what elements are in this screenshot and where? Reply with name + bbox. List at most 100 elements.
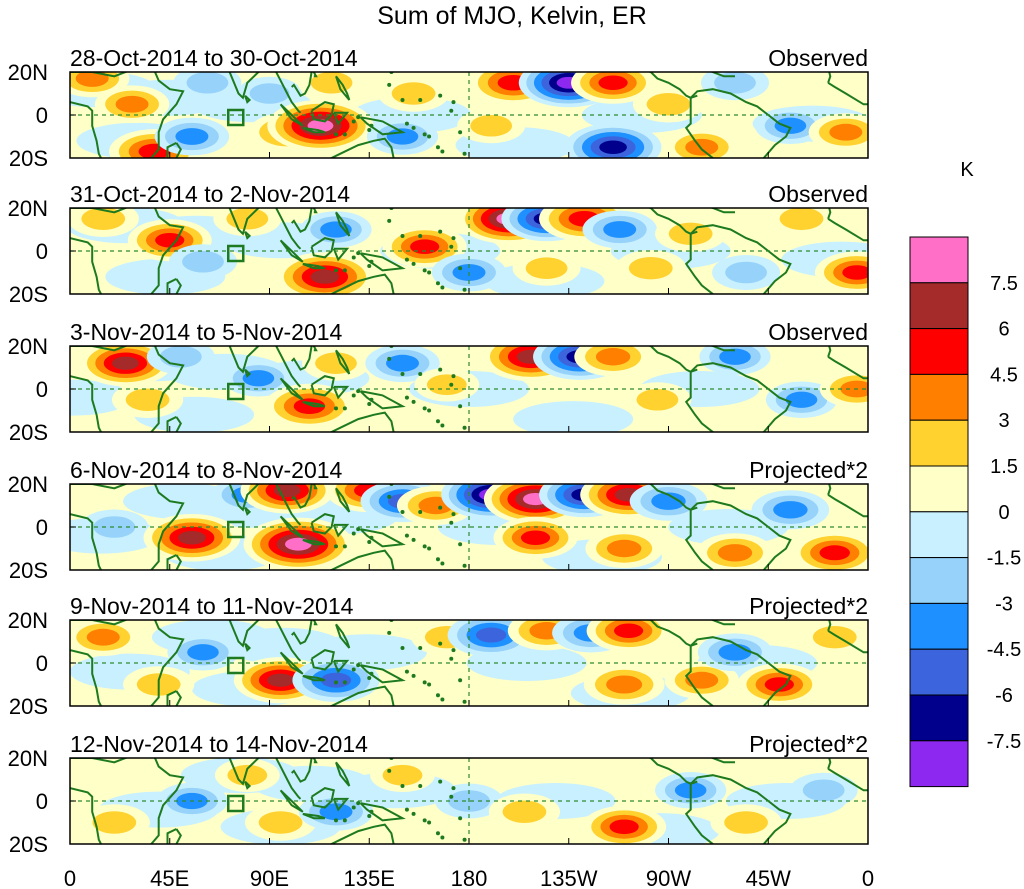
- contour-level: [829, 123, 863, 141]
- contour-level: [310, 72, 353, 94]
- colorbar-swatch: [909, 373, 969, 421]
- panel: 12-Nov-2014 to 14-Nov-2014 Projected*2 20N…: [8, 731, 869, 857]
- contour-level: [75, 72, 109, 87]
- coastline: [312, 620, 318, 626]
- coastline: [227, 208, 302, 250]
- island-dot: [404, 807, 409, 812]
- coastline: [827, 217, 868, 242]
- island-dot: [451, 236, 456, 241]
- y-tick-label: 0: [36, 239, 48, 264]
- island-dot: [356, 251, 361, 256]
- island-dot: [411, 537, 416, 542]
- island-dot: [400, 97, 405, 102]
- contour-level: [646, 93, 691, 116]
- coastline: [291, 72, 313, 97]
- colorbar-level-label: 1.5: [990, 456, 1018, 478]
- positive-anomaly: [264, 383, 355, 429]
- negative-anomaly: [173, 72, 242, 101]
- island-dot: [404, 121, 409, 126]
- positive-anomaly: [582, 805, 667, 844]
- panel-plot: [70, 72, 868, 158]
- contour-level: [598, 75, 628, 91]
- y-tick-label: 20N: [8, 608, 48, 633]
- negative-anomaly: [365, 346, 440, 383]
- contour-level: [249, 83, 290, 104]
- coastline: [709, 208, 735, 214]
- coastline: [310, 513, 335, 535]
- positive-anomaly: [488, 793, 561, 830]
- island-dot: [449, 108, 454, 113]
- negative-anomaly: [699, 346, 771, 375]
- y-tick-label: 0: [36, 651, 48, 676]
- panel-kind-label: Projected*2: [749, 731, 868, 757]
- island-dot: [356, 527, 361, 532]
- coastline: [709, 72, 735, 78]
- coastline: [279, 377, 304, 401]
- island-dot: [449, 244, 454, 249]
- island-dot: [342, 132, 347, 137]
- coastline: [647, 346, 698, 373]
- coastline: [310, 101, 335, 123]
- island-dot: [411, 125, 416, 130]
- island-dot: [342, 818, 347, 823]
- negative-anomaly: [697, 633, 773, 672]
- island-dot: [451, 100, 456, 105]
- island-dot: [418, 509, 423, 514]
- anomaly-background-patch: [222, 627, 343, 664]
- island-dot: [411, 261, 416, 266]
- colorbar-level-label: 0: [998, 502, 1009, 524]
- positive-anomaly: [799, 620, 868, 656]
- contour-level: [774, 117, 807, 134]
- positive-anomaly: [710, 804, 782, 841]
- contour-level: [636, 388, 679, 411]
- contour-level: [609, 819, 639, 835]
- coastline: [684, 371, 714, 432]
- coastline: [709, 484, 735, 490]
- contour-level: [599, 140, 627, 155]
- coastline: [709, 758, 735, 764]
- coastline: [70, 620, 185, 706]
- coastline: [647, 72, 698, 99]
- island-dot: [356, 801, 361, 806]
- island-dot: [462, 287, 467, 292]
- contour-level: [386, 128, 419, 145]
- coastline: [332, 385, 350, 400]
- island-dot: [449, 382, 454, 387]
- y-tick-label: 20N: [8, 334, 48, 359]
- colorbar-swatch: [909, 419, 969, 467]
- island-dot: [411, 811, 416, 816]
- coastline: [827, 72, 832, 84]
- coastline: [290, 484, 313, 509]
- x-tick-label: 90W: [646, 866, 691, 889]
- colorbar: K 7.5 6 4.5 3 1.5 0 -1.5 -3 -4.5 -6 -7.5: [909, 159, 1021, 788]
- y-tick-label: 20S: [9, 694, 48, 719]
- island-dot: [334, 406, 338, 411]
- coastline: [329, 823, 396, 844]
- island-dot: [351, 531, 356, 536]
- contour-level: [386, 354, 419, 372]
- anomaly-background-patch: [513, 401, 634, 432]
- island-dot: [400, 371, 405, 376]
- y-tick-label: 0: [36, 789, 48, 814]
- contour-level: [470, 114, 513, 137]
- contour-level: [175, 128, 209, 145]
- panel-kind-label: Observed: [768, 45, 868, 71]
- positive-anomaly: [512, 250, 581, 286]
- positive-anomaly: [377, 75, 450, 112]
- coastline: [70, 513, 103, 570]
- island-dot: [440, 285, 445, 290]
- contour-level: [86, 628, 120, 646]
- colorbar-swatch: [909, 328, 969, 375]
- positive-anomaly: [493, 516, 578, 559]
- island-dot: [435, 281, 440, 286]
- coastline: [290, 346, 313, 371]
- contour-level: [520, 530, 551, 546]
- colorbar-swatch: [909, 511, 969, 559]
- colorbar-level-label: -6: [995, 685, 1013, 707]
- contour-level: [651, 492, 686, 510]
- island-dot: [369, 259, 374, 264]
- contour-level: [724, 811, 768, 834]
- negative-anomaly: [292, 658, 380, 702]
- panel-plot: [70, 346, 868, 432]
- colorbar-level-label: 7.5: [990, 273, 1018, 295]
